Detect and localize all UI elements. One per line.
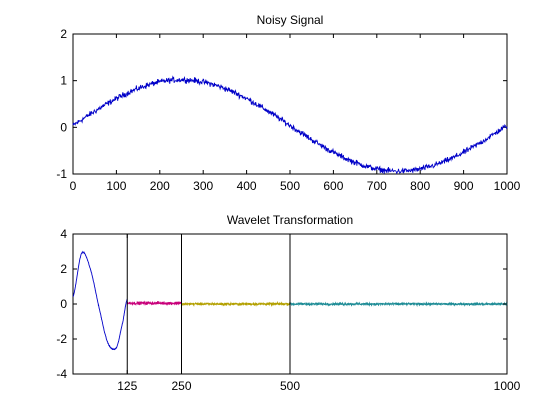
wavelet-ytick-label: 4 bbox=[60, 227, 67, 241]
noisy-ytick-label: -1 bbox=[56, 167, 67, 181]
noisy-xtick-label: 300 bbox=[193, 179, 213, 193]
noisy-signal-plot-area bbox=[72, 33, 508, 175]
noisy-xtick-label: 100 bbox=[106, 179, 126, 193]
noisy-xtick-label: 500 bbox=[280, 179, 300, 193]
wavelet-xtick-label: 1000 bbox=[494, 379, 521, 393]
wavelet-xtick-label: 250 bbox=[171, 379, 191, 393]
noisy-xtick-label: 800 bbox=[410, 179, 430, 193]
wavelet-ytick-label: -2 bbox=[56, 332, 67, 346]
wavelet-ytick-label: -4 bbox=[56, 367, 67, 381]
noisy-signal-axes: Noisy Signal 0 100 200 300 400 500 600 700 800 90… bbox=[56, 13, 520, 193]
noisy-signal-line bbox=[72, 75, 508, 175]
approximation-line bbox=[72, 250, 128, 351]
wavelet-ytick-label: 2 bbox=[60, 262, 67, 276]
noisy-xtick-label: 400 bbox=[237, 179, 257, 193]
noisy-signal-series bbox=[72, 75, 508, 175]
wavelet-ytick-label: 0 bbox=[60, 297, 67, 311]
detail-1-line bbox=[126, 300, 182, 307]
noisy-xtick-label: 0 bbox=[70, 179, 77, 193]
noisy-signal-title: Noisy Signal bbox=[257, 13, 324, 27]
wavelet-dividers bbox=[126, 234, 291, 374]
noisy-xtick-label: 1000 bbox=[494, 179, 521, 193]
wavelet-xtick-label: 500 bbox=[280, 379, 300, 393]
noisy-ytick-label: 1 bbox=[60, 74, 67, 88]
wavelet-title: Wavelet Transformation bbox=[227, 213, 353, 227]
wavelet-series bbox=[72, 250, 508, 351]
noisy-xtick-label: 200 bbox=[150, 179, 170, 193]
noisy-xtick-label: 900 bbox=[454, 179, 474, 193]
detail-2-line bbox=[181, 300, 291, 308]
wavelet-xtick-label: 125 bbox=[117, 379, 137, 393]
wavelet-axes: Wavelet Transformation 125 250 500 1000 -4 -2… bbox=[56, 213, 520, 393]
detail-3-line bbox=[289, 301, 508, 308]
wavelet-ticks: 125 250 500 1000 -4 -2 0 2 4 bbox=[56, 227, 520, 393]
noisy-xtick-label: 700 bbox=[367, 179, 387, 193]
noisy-xtick-label: 600 bbox=[323, 179, 343, 193]
noisy-ytick-label: 2 bbox=[60, 27, 67, 41]
noisy-ytick-label: 0 bbox=[60, 120, 67, 134]
